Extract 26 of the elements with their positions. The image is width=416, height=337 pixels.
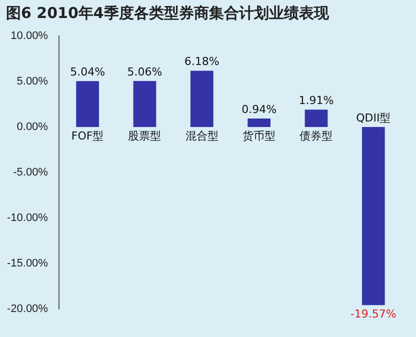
x-tick-label: QDII型 (356, 111, 391, 124)
y-tick-label: -10.00% (6, 212, 48, 224)
data-label: 1.91% (298, 94, 334, 107)
data-label: 5.04% (70, 65, 106, 78)
x-tick-label: 股票型 (128, 129, 162, 142)
data-label: 5.06% (127, 65, 162, 78)
x-tick-label: FOF型 (71, 129, 104, 142)
data-label: 6.18% (184, 55, 220, 68)
x-tick-label: 货币型 (242, 129, 276, 142)
chart-title: 图6 2010年4季度各类型券商集合计划业绩表现 (5, 3, 330, 24)
y-tick-label: 10.00% (10, 30, 48, 42)
data-label: 0.94% (242, 102, 277, 116)
bar (190, 70, 214, 127)
bar (76, 81, 99, 127)
bar (133, 80, 156, 127)
x-tick-label: 债券型 (300, 129, 333, 142)
data-label: -19.57% (350, 307, 396, 320)
x-tick-label: 混合型 (185, 129, 218, 142)
bar (248, 118, 271, 127)
y-tick-label: -20.00% (6, 303, 48, 316)
y-tick-label: -15.00% (6, 258, 48, 270)
y-tick-label: 5.00% (16, 76, 48, 88)
bar (304, 110, 328, 127)
y-tick-label: -5.00% (13, 166, 48, 179)
y-tick-label: 0.00% (16, 121, 48, 134)
bar (362, 127, 385, 306)
